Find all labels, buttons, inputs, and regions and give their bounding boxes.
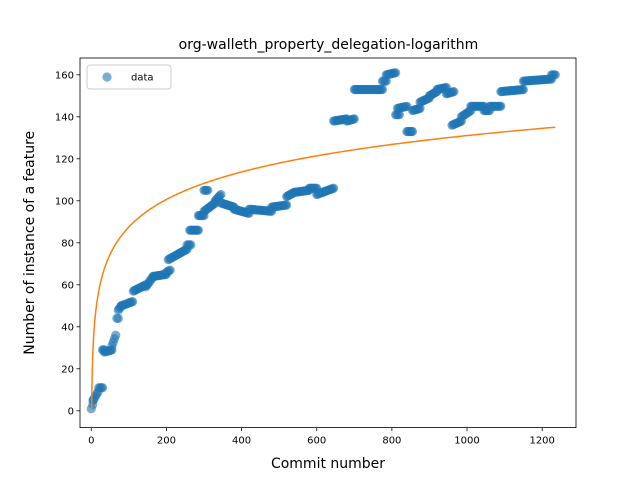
data-point	[377, 84, 388, 95]
x-tick-label: 1000	[454, 436, 479, 447]
legend-marker-data	[102, 72, 112, 82]
data-point	[165, 265, 175, 275]
data-point	[449, 87, 459, 97]
y-axis: 0 20 40 60 80 100 120 140 160	[55, 70, 80, 417]
y-tick-label: 140	[55, 112, 74, 123]
data-point	[407, 126, 418, 137]
legend: data	[86, 64, 172, 90]
data-point	[203, 185, 213, 195]
data-point	[282, 200, 292, 210]
legend-box	[86, 64, 172, 90]
x-tick-label: 0	[88, 436, 94, 447]
x-tick-label: 1200	[529, 436, 554, 447]
data-point	[128, 297, 138, 307]
y-axis-label: Number of instance of a feature	[22, 131, 38, 355]
axes-frame	[79, 57, 577, 429]
data-point	[113, 313, 123, 323]
x-tick-label: 600	[307, 436, 326, 447]
y-tick-label: 40	[61, 322, 74, 333]
data-point	[216, 189, 226, 200]
fit-line	[90, 126, 556, 410]
data-point	[193, 225, 203, 235]
data-point	[186, 240, 196, 250]
data-point	[391, 68, 401, 78]
y-tick-label: 60	[61, 280, 74, 291]
data-point	[349, 114, 359, 124]
plot-area	[86, 68, 560, 414]
y-tick-label: 120	[55, 154, 74, 165]
data-point	[550, 70, 560, 80]
y-tick-label: 80	[61, 238, 74, 249]
y-tick-label: 160	[55, 70, 74, 81]
chart-title: org-walleth_property_delegation-logarith…	[179, 37, 479, 53]
x-tick-label: 800	[382, 436, 401, 447]
data-point	[97, 383, 108, 393]
data-point	[518, 84, 528, 95]
data-point	[111, 330, 121, 340]
legend-label-data: data	[131, 73, 154, 84]
y-tick-label: 0	[68, 406, 74, 417]
data-point	[329, 183, 339, 193]
data-point	[496, 101, 506, 111]
x-axis: 0 200 400 600 800 1000 1200	[88, 427, 555, 447]
data-point	[415, 103, 425, 113]
x-axis-label: Commit number	[271, 456, 385, 472]
y-tick-label: 100	[55, 196, 74, 207]
y-tick-label: 20	[61, 364, 74, 375]
x-tick-label: 200	[157, 436, 176, 447]
x-tick-label: 400	[232, 436, 251, 447]
